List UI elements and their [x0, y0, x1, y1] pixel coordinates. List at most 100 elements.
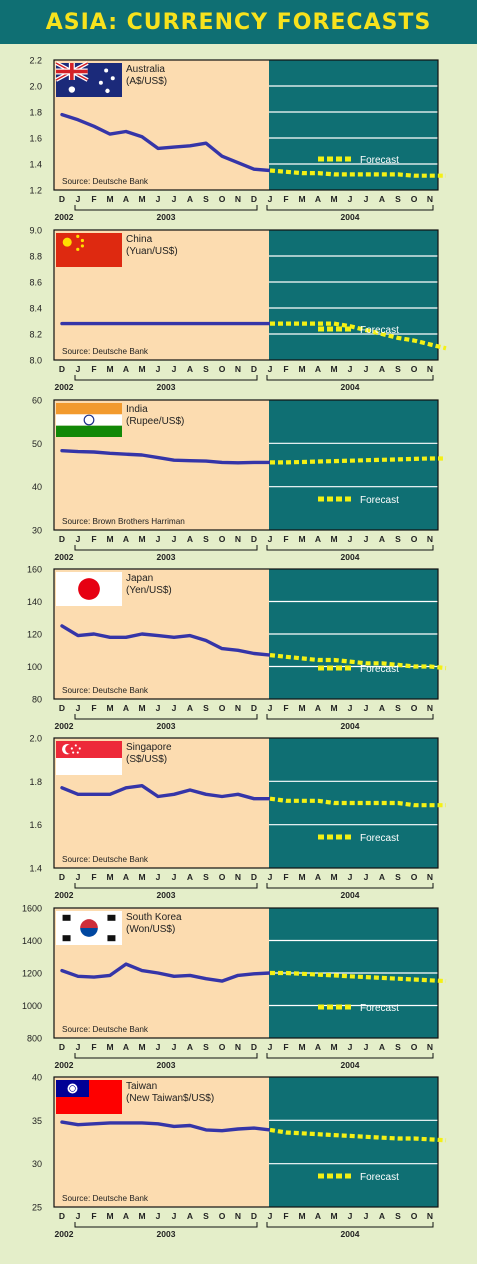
forecast-legend-label: Forecast [360, 1172, 399, 1183]
star-icon [72, 751, 75, 754]
month-label: A [187, 534, 193, 544]
star-icon [62, 237, 72, 247]
month-label: O [411, 1211, 418, 1221]
plot-frame [53, 59, 439, 191]
month-label: J [76, 703, 81, 713]
singapore-flag [56, 741, 122, 775]
y-tick-label: 120 [27, 630, 42, 640]
source-note: Source: Deutsche Bank [62, 177, 149, 186]
forecast-area [269, 60, 438, 190]
chart-panel: 2.2 2.0 1.8 1.6 1.4 1.2 Australia (A$/US$) Sourc… [0, 44, 477, 1264]
year-bracket [74, 375, 258, 381]
year-label-2004: 2004 [341, 721, 360, 731]
month-label: N [427, 1211, 433, 1221]
month-label: O [411, 194, 418, 204]
year-bracket [266, 714, 434, 720]
year-bracket [74, 714, 258, 720]
stripe-white [56, 758, 122, 775]
unit-label: (Rupee/US$) [126, 416, 184, 427]
month-label: F [91, 1042, 96, 1052]
month-label: M [138, 364, 145, 374]
year-bracket [74, 205, 258, 211]
month-label: J [156, 534, 161, 544]
star-icon [80, 244, 84, 248]
source-note: Source: Deutsche Bank [62, 1025, 149, 1034]
month-label: M [330, 194, 337, 204]
y-tick-label: 1.8 [29, 777, 42, 787]
month-label: N [427, 1042, 433, 1052]
month-label: O [219, 194, 226, 204]
year-label-2004: 2004 [341, 1229, 360, 1239]
star-icon [104, 68, 109, 73]
month-label: M [106, 872, 113, 882]
forecast-area [269, 230, 438, 360]
month-label: N [235, 1211, 241, 1221]
month-label: A [187, 872, 193, 882]
month-label: A [379, 194, 385, 204]
y-tick-label: 40 [32, 1073, 42, 1083]
month-label: D [251, 872, 257, 882]
month-label: F [283, 703, 288, 713]
month-label: J [172, 194, 177, 204]
y-tick-label: 1000 [22, 1001, 42, 1011]
month-label: J [172, 364, 177, 374]
y-tick-label: 8.6 [29, 278, 42, 288]
y-tick-label: 1.4 [29, 160, 42, 170]
year-bracket [266, 1053, 434, 1059]
month-label: D [59, 703, 65, 713]
year-bracket [266, 883, 434, 889]
month-label: M [330, 364, 337, 374]
charts-svg: 2.2 2.0 1.8 1.6 1.4 1.2 Australia(A$/US$) Sourc… [22, 56, 447, 1239]
month-label: J [76, 364, 81, 374]
star-icon [74, 744, 77, 747]
month-label: N [235, 364, 241, 374]
y-tick-label: 140 [27, 597, 42, 607]
month-label: M [298, 194, 305, 204]
month-label: J [172, 703, 177, 713]
month-label: S [395, 703, 401, 713]
year-bracket [74, 1222, 258, 1228]
month-label: D [59, 534, 65, 544]
month-label: S [203, 534, 209, 544]
month-label: F [91, 364, 96, 374]
trigram-icon [107, 935, 116, 942]
y-tick-label: 1600 [22, 904, 42, 914]
y-tick-label: 50 [32, 439, 42, 449]
month-label: J [76, 1042, 81, 1052]
forecast-legend-label: Forecast [360, 155, 399, 166]
month-label: M [138, 534, 145, 544]
crescent-cut [65, 744, 75, 754]
india-flag [56, 403, 122, 437]
month-label: A [315, 1211, 321, 1221]
y-tick-label: 1.6 [29, 820, 42, 830]
month-label: J [268, 872, 273, 882]
year-label-2003: 2003 [157, 382, 176, 392]
year-label-2003: 2003 [157, 552, 176, 562]
month-label: S [203, 1042, 209, 1052]
year-label-2002: 2002 [55, 1060, 74, 1070]
month-label: J [348, 872, 353, 882]
month-label: J [268, 194, 273, 204]
y-tick-label: 100 [27, 662, 42, 672]
y-tick-label: 25 [32, 1203, 42, 1213]
y-tick-label: 2.2 [29, 56, 42, 66]
month-label: M [106, 364, 113, 374]
month-label: A [123, 872, 129, 882]
month-label: D [251, 364, 257, 374]
forecast-series-line [270, 321, 447, 351]
y-tick-label: 60 [32, 396, 42, 406]
month-label: J [364, 872, 369, 882]
month-label: M [106, 534, 113, 544]
forecast-series-line [269, 168, 446, 178]
month-label: N [427, 703, 433, 713]
chart-singapore: 2.0 1.8 1.6 1.4 Singapore(S$/US$) Source: Deu… [29, 734, 447, 900]
month-label: A [187, 1211, 193, 1221]
forecast-legend-label: Forecast [360, 325, 399, 336]
month-label: D [251, 703, 257, 713]
month-label: A [379, 534, 385, 544]
plot-frame [53, 399, 439, 531]
country-name: South Korea [126, 912, 182, 923]
year-bracket [74, 883, 258, 889]
year-label-2002: 2002 [55, 212, 74, 222]
month-label: J [268, 364, 273, 374]
